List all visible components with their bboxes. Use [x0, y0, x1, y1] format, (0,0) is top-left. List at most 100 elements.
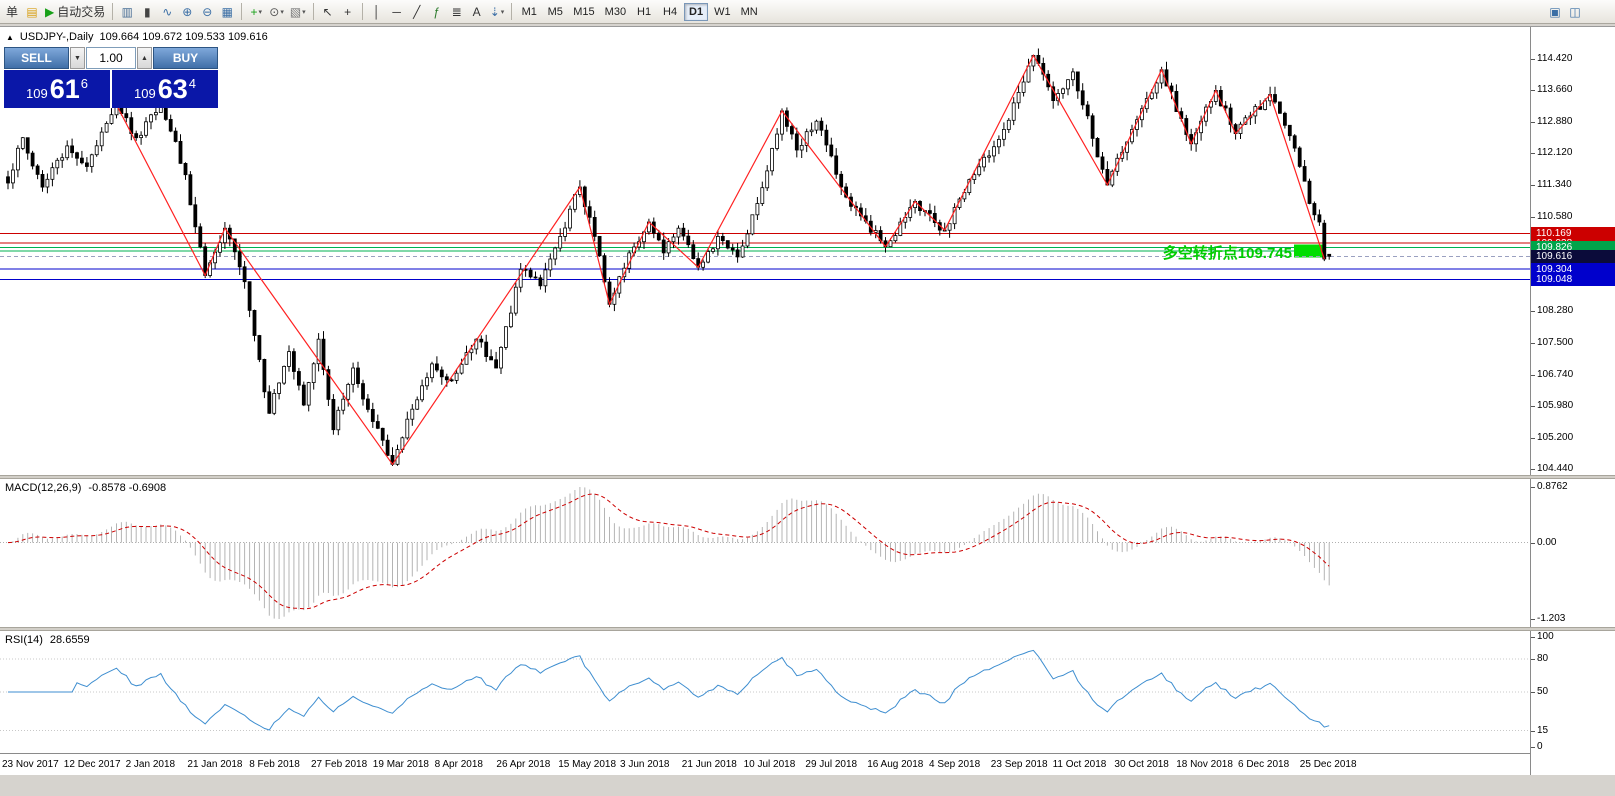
arrows-button[interactable]: ⇣ ▾ [487, 2, 508, 22]
autotrading-button[interactable]: ▶ 自动交易 [42, 2, 108, 22]
price-axis-label: 111.340 [1531, 179, 1572, 191]
trade-prices-row: 109 61 6 109 63 4 [4, 70, 218, 108]
rsi-chart[interactable] [0, 631, 1530, 753]
timeframe-m30-button[interactable]: M30 [601, 3, 630, 21]
time-axis[interactable]: 23 Nov 2017 12 Dec 2017 2 Jan 2018 21 Jan 2… [0, 753, 1530, 775]
chart-window[interactable]: 23 Nov 2017 12 Dec 2017 2 Jan 2018 21 Jan 2… [0, 26, 1615, 775]
toolbar-separator [241, 3, 243, 20]
date-axis-label: 8 Apr 2018 [434, 759, 483, 770]
objects-button[interactable]: ≣ [447, 2, 467, 22]
crosshair-icon: + [344, 4, 352, 19]
hline-button[interactable]: ─ [387, 2, 407, 22]
price-chart[interactable] [0, 27, 1530, 475]
chevron-down-icon: ▾ [258, 8, 263, 16]
sell-price-main: 109 [26, 86, 48, 101]
chart-marker-icon: ▲ [6, 32, 14, 42]
periods-icon: ⊙ [269, 4, 280, 19]
timeframe-h1-button[interactable]: H1 [632, 3, 656, 21]
price-scale[interactable]: 114.420 113.660 112.880 112.120 111.340 110.5… [1530, 27, 1615, 775]
pane-splitter[interactable] [0, 475, 1615, 479]
periods-button[interactable]: ⊙ ▾ [266, 2, 287, 22]
date-axis-label: 16 Aug 2018 [867, 759, 924, 770]
timeframe-w1-button[interactable]: W1 [710, 3, 735, 21]
macd-chart[interactable] [0, 479, 1530, 627]
sell-button[interactable]: SELL [4, 47, 69, 69]
date-axis-label: 4 Sep 2018 [929, 759, 981, 770]
macd-values: -0.8578 -0.6908 [88, 482, 167, 494]
tile-windows-icon: ▦ [221, 4, 233, 19]
cursor-icon: ↖ [322, 4, 333, 19]
trendline-button[interactable]: ╱ [407, 2, 427, 22]
text-button[interactable]: A [467, 2, 487, 22]
bar-chart-button[interactable]: ▥ [117, 2, 137, 22]
date-axis-label: 10 Jul 2018 [743, 759, 796, 770]
trendline-icon: ╱ [413, 4, 421, 19]
timeframe-m15-button[interactable]: M15 [569, 3, 598, 21]
candlestick-icon: ▮ [143, 4, 151, 19]
crosshair-button[interactable]: + [338, 2, 358, 22]
rsi-axis-label: 15 [1530, 724, 1549, 736]
pane-splitter[interactable] [0, 627, 1615, 631]
sell-price-box[interactable]: 109 61 6 [4, 70, 110, 108]
volume-decrease-button[interactable]: ▼ [70, 47, 85, 69]
macd-axis-label: -1.203 [1530, 613, 1566, 624]
date-axis-label: 27 Feb 2018 [311, 759, 368, 770]
market-watch-button[interactable]: ▤ [22, 2, 42, 22]
timeframe-h4-button[interactable]: H4 [658, 3, 682, 21]
turning-point-annotation: 多空转折点109.745 [1162, 245, 1292, 262]
order-button[interactable]: 单 [2, 2, 22, 22]
sell-price-big: 61 [49, 74, 80, 104]
status-bar [0, 775, 1615, 796]
price-line-tag: 109.048 [1531, 273, 1615, 287]
rsi-name: RSI(14) [5, 634, 43, 646]
timeframe-m1-button[interactable]: M1 [517, 3, 541, 21]
buy-button[interactable]: BUY [153, 47, 218, 69]
date-axis-label: 11 Oct 2018 [1052, 759, 1107, 770]
new-chart-icon: + [250, 4, 258, 19]
chevron-down-icon: ▾ [280, 8, 284, 16]
date-axis-label: 23 Sep 2018 [990, 759, 1048, 770]
price-axis-label: 110.580 [1530, 210, 1573, 222]
ohlc-values: 109.664 109.672 109.533 109.616 [99, 31, 268, 43]
buy-price-box[interactable]: 109 63 4 [112, 70, 218, 108]
fibonacci-button[interactable]: ƒ [427, 2, 447, 22]
date-axis-label: 2 Jan 2018 [125, 759, 176, 770]
rsi-axis-label: 0 [1531, 741, 1543, 752]
price-axis-label: 113.660 [1530, 83, 1573, 95]
cursor-button[interactable]: ↖ [318, 2, 338, 22]
vline-button[interactable]: │ [367, 2, 387, 22]
toolbar-separator [312, 3, 314, 20]
date-axis-label: 21 Jun 2018 [681, 759, 737, 770]
autotrading-button-label: 自动交易 [57, 5, 106, 19]
candlestick-button[interactable]: ▮ [137, 2, 157, 22]
toolbar-separator [112, 3, 114, 20]
timeframe-m5-button[interactable]: M5 [543, 3, 567, 21]
rsi-value: 28.6559 [49, 634, 90, 646]
toolbar-separator [511, 3, 513, 20]
price-axis-label: 114.420 [1530, 52, 1573, 64]
timeframe-d1-button[interactable]: D1 [684, 2, 709, 21]
window-list-button[interactable]: ◫ [1565, 2, 1585, 22]
zoom-in-button[interactable]: ⊕ [177, 2, 197, 22]
line-chart-button[interactable]: ∿ [157, 2, 177, 22]
arrange-windows-button[interactable]: ▣ [1545, 2, 1565, 22]
toolbar-buttons: ▤ ▶ 自动交易 ▥ ▮ ∿ ⊕ ⊖ ▦ + ▾ ⊙ ▾ ▧ ▾ ↖ + │ ─ ╱ ƒ ≣ A ⇣ ▾ [22, 2, 516, 22]
new-chart-button[interactable]: + ▾ [246, 2, 266, 22]
volume-increase-button[interactable]: ▲ [137, 47, 152, 69]
timeframe-mn-button[interactable]: MN [737, 3, 762, 21]
arrows-icon: ⇣ [489, 4, 500, 19]
toolbar: 单 ▤ ▶ 自动交易 ▥ ▮ ∿ ⊕ ⊖ ▦ + ▾ ⊙ ▾ ▧ ▾ ↖ + │ ─ ╱ ƒ ≣ A ⇣ ▾ M1 M5 M15 M3… [0, 0, 1615, 24]
price-axis-label: 108.280 [1530, 305, 1574, 317]
zoom-out-button[interactable]: ⊖ [197, 2, 217, 22]
market-watch-icon: ▤ [26, 4, 38, 19]
date-axis-label: 15 May 2018 [558, 759, 617, 770]
volume-input[interactable] [86, 47, 136, 69]
price-axis-label: 106.740 [1530, 368, 1574, 380]
toolbar-separator [361, 3, 363, 20]
chart-template-button[interactable]: ▧ ▾ [287, 2, 309, 22]
tile-windows-button[interactable]: ▦ [217, 2, 237, 22]
chart-template-icon: ▧ [289, 4, 302, 19]
vline-icon: │ [372, 4, 381, 19]
price-axis-label: 112.120 [1530, 147, 1573, 159]
price-axis-label: 112.880 [1530, 116, 1573, 128]
